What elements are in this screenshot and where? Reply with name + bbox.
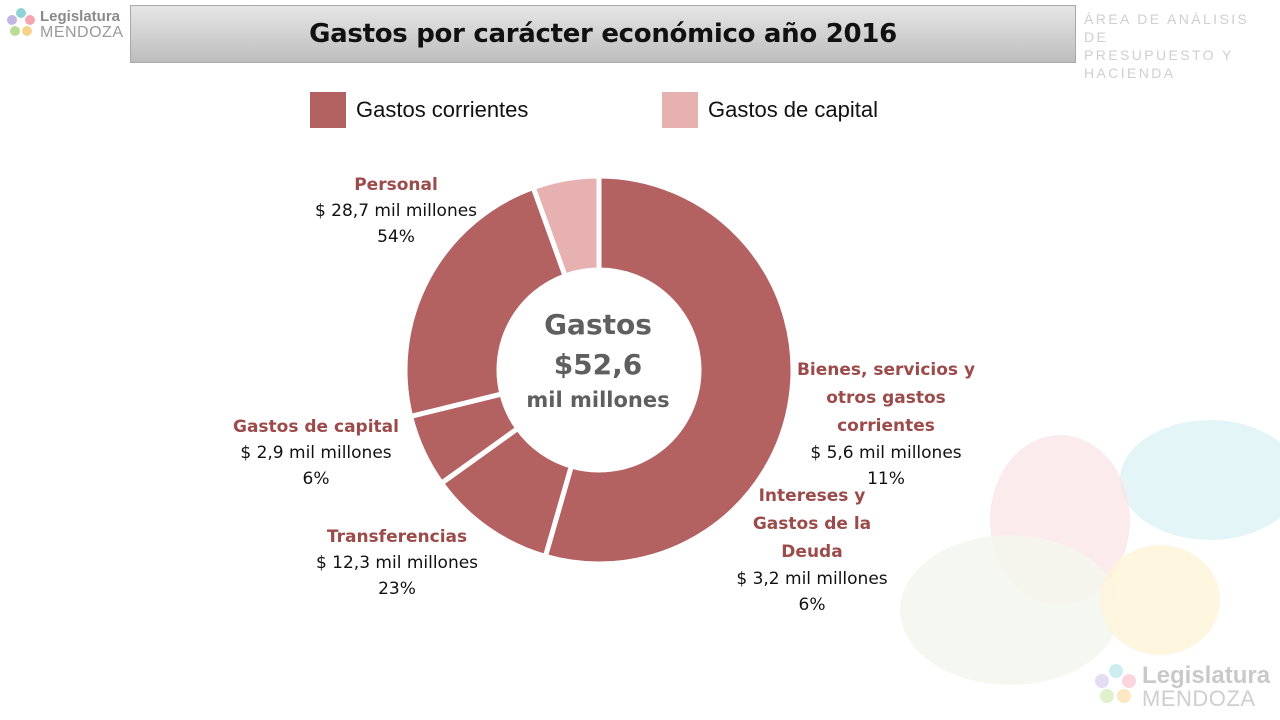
page-title: Gastos por carácter económico año 2016 <box>309 19 897 49</box>
donut-slice-capital <box>530 173 602 279</box>
donut-slice-transferencias <box>402 184 568 419</box>
slice-name-bienes: Bienes, servicios y otros gastos corrien… <box>796 360 976 436</box>
slice-name-intereses: Intereses y Gastos de la Deuda <box>752 486 872 562</box>
slice-label-capital: Gastos de capital $ 2,9 mil millones 6% <box>216 414 416 492</box>
area-label-line2: PRESUPUESTO Y HACIENDA <box>1084 47 1234 81</box>
slice-amount-personal: $ 28,7 mil millones <box>314 201 478 221</box>
logo-bottom-word-mendoza: MENDOZA <box>1142 686 1256 711</box>
legend-swatch-capital <box>662 92 698 128</box>
center-total: $52,6 <box>553 348 643 381</box>
logo-word-mendoza: MENDOZA <box>40 24 124 41</box>
slice-label-transferencias: Transferencias $ 12,3 mil millones 23% <box>292 524 502 602</box>
slice-percent-capital: 6% <box>302 469 330 489</box>
slice-amount-capital: $ 2,9 mil millones <box>240 443 392 463</box>
slice-percent-intereses: 6% <box>798 595 826 615</box>
slice-percent-bienes: 11% <box>867 469 905 489</box>
logo-top: Legislatura MENDOZA <box>6 6 123 44</box>
area-label: ÁREA DE ANÁLISIS DE PRESUPUESTO Y HACIEN… <box>1084 10 1274 82</box>
center-unit: mil millones <box>526 388 670 412</box>
donut-center-label: Gastos $52,6 mil millones <box>498 305 698 415</box>
area-label-line1: ÁREA DE ANÁLISIS DE <box>1084 11 1250 45</box>
center-line1: Gastos <box>544 308 652 341</box>
logo-word-legislatura: Legislatura <box>40 8 121 25</box>
slice-percent-personal: 54% <box>377 227 415 247</box>
legend-swatch-corrientes <box>310 92 346 128</box>
slice-label-personal: Personal $ 28,7 mil millones 54% <box>296 172 496 250</box>
legend-item-corrientes: Gastos corrientes <box>310 92 528 128</box>
slice-label-bienes: Bienes, servicios y otros gastos corrien… <box>796 356 976 492</box>
logo-bottom: Legislatura MENDOZA <box>1094 662 1270 712</box>
slice-name-capital: Gastos de capital <box>233 417 399 437</box>
slice-percent-transferencias: 23% <box>378 579 416 599</box>
slice-label-intereses: Intereses y Gastos de la Deuda $ 3,2 mil… <box>732 482 892 618</box>
flower-logo-icon <box>7 8 35 36</box>
donut-slice-personal <box>542 173 796 567</box>
title-bar: Gastos por carácter económico año 2016 <box>130 5 1076 63</box>
slice-name-transferencias: Transferencias <box>326 527 468 547</box>
slice-amount-bienes: $ 5,6 mil millones <box>810 443 962 463</box>
slice-amount-intereses: $ 3,2 mil millones <box>736 569 888 589</box>
slice-amount-transferencias: $ 12,3 mil millones <box>315 553 479 573</box>
legend-label-capital: Gastos de capital <box>708 97 878 122</box>
logo-bottom-word-legislatura: Legislatura <box>1142 662 1271 689</box>
slice-name-personal: Personal <box>354 175 438 195</box>
legend-label-corrientes: Gastos corrientes <box>356 97 529 122</box>
flower-logo-icon <box>1095 664 1136 703</box>
legend-item-capital: Gastos de capital <box>662 92 878 128</box>
